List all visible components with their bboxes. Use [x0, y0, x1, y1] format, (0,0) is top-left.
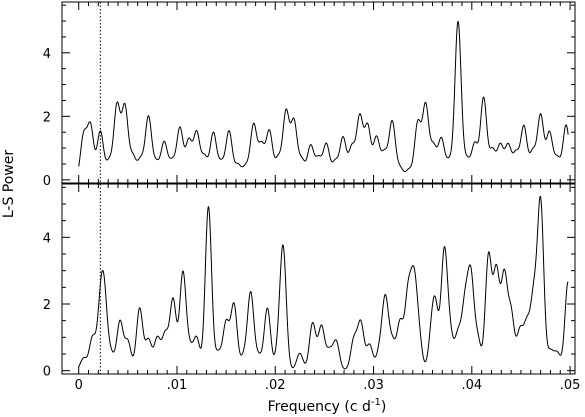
power-series-line: [78, 195, 569, 370]
y-tick-label: 2: [43, 298, 51, 313]
power-series-line: [78, 20, 569, 173]
x-tick-label: .04: [461, 378, 482, 393]
x-tick-label: .05: [560, 378, 581, 393]
x-tick-label: 0: [75, 378, 83, 393]
x-tick-labels: 0 .01 .02 .03 .04 .05: [75, 378, 581, 393]
top-panel: 0 2 4: [43, 1, 576, 189]
y-axis-label: L-S Power: [1, 150, 17, 219]
x-axis-label: Frequency (c d-1): [268, 397, 387, 415]
y-tick-label: 4: [43, 231, 51, 246]
x-tick-label: .03: [363, 378, 384, 393]
y-tick-label: 0: [43, 174, 51, 189]
plot-frame: [61, 183, 576, 375]
bottom-panel: 0 2 4: [43, 183, 576, 380]
y-tick-label: 0: [43, 365, 51, 380]
y-tick-label: 2: [43, 110, 51, 125]
plot-frame: [61, 1, 576, 184]
y-tick-label: 4: [43, 47, 51, 62]
x-tick-label: .02: [265, 378, 286, 393]
x-tick-label: .01: [167, 378, 188, 393]
